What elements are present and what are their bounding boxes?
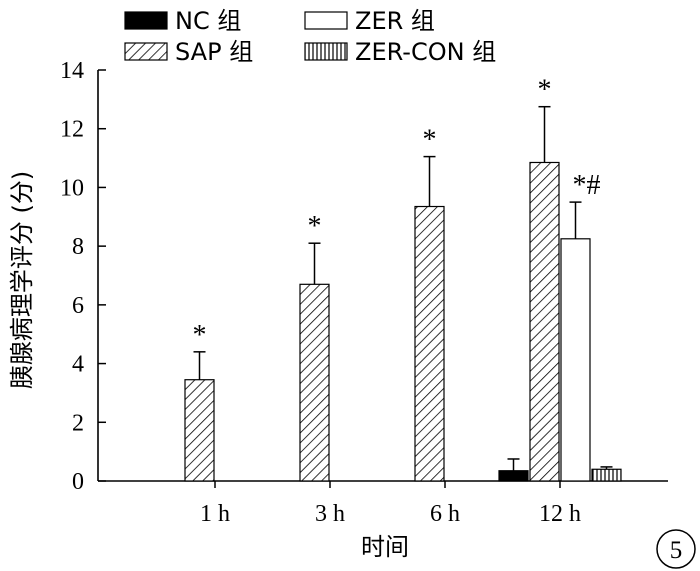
legend-label: NC 组 xyxy=(175,7,241,35)
significance-mark: * xyxy=(423,125,437,156)
legend-swatch xyxy=(124,42,168,61)
y-tick-label: 12 xyxy=(60,117,84,143)
y-tick-label: 4 xyxy=(72,352,84,378)
bar xyxy=(299,283,330,482)
x-tick-label: 3 h xyxy=(315,501,345,527)
bar xyxy=(498,470,529,482)
x-axis-label: 时间 xyxy=(361,533,409,561)
y-tick-label: 8 xyxy=(72,234,84,260)
legend-label: SAP 组 xyxy=(175,38,253,66)
significance-mark: *# xyxy=(573,170,601,201)
y-tick-label: 2 xyxy=(72,410,84,436)
legend: NC 组 SAP 组 ZER 组 ZER-CON 组 xyxy=(124,7,496,66)
significance-mark: * xyxy=(193,320,207,351)
legend-swatch xyxy=(124,11,168,30)
x-tick-label: 6 h xyxy=(430,501,460,527)
y-tick-label: 14 xyxy=(60,58,84,84)
error-bars xyxy=(193,105,613,471)
legend-label: ZER-CON 组 xyxy=(355,38,496,66)
bar xyxy=(591,468,622,482)
bar xyxy=(184,379,215,482)
panel-label-text: 5 xyxy=(670,537,683,564)
y-tick-label: 6 xyxy=(72,293,84,319)
bar xyxy=(560,238,591,482)
bar xyxy=(414,205,445,482)
y-tick-label: 0 xyxy=(72,469,84,495)
x-ticks: 1 h 3 h 6 h 12 h xyxy=(200,481,581,527)
legend-label: ZER 组 xyxy=(355,7,435,35)
legend-swatch xyxy=(304,42,348,61)
significance-mark: * xyxy=(308,211,322,242)
y-axis-label: 胰腺病理学评分 (分) xyxy=(8,171,36,389)
x-tick-label: 1 h xyxy=(200,501,230,527)
bars xyxy=(184,161,622,482)
bar xyxy=(529,161,560,482)
panel-label: 5 xyxy=(656,529,696,569)
significance-mark: * xyxy=(538,75,552,106)
panel-label-circle xyxy=(656,529,696,569)
significance-marks: * * * * *# xyxy=(193,75,601,351)
x-tick-label: 12 h xyxy=(539,501,581,527)
legend-swatch xyxy=(304,11,348,30)
y-ticks: 0 2 4 6 8 10 12 14 xyxy=(60,58,106,495)
y-tick-label: 10 xyxy=(60,175,84,201)
